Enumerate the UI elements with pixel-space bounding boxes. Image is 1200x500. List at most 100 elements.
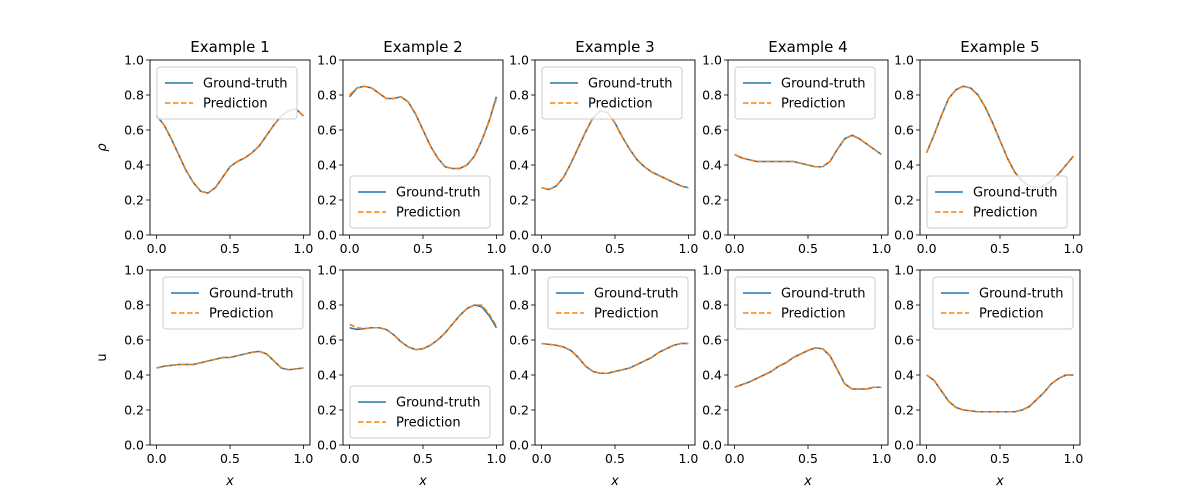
legend: Ground-truth Prediction — [162, 276, 304, 330]
x-tick-label: 1.0 — [1063, 451, 1083, 466]
x-tick-label: 0.0 — [147, 241, 167, 256]
y-tick-label: 0.4 — [894, 368, 914, 383]
x-tick-label: 0.0 — [725, 241, 745, 256]
y-tick-label: 1.0 — [702, 263, 722, 278]
y-tick-label: 0.2 — [509, 193, 529, 208]
y-tick-label: 1.0 — [894, 263, 914, 278]
legend: Ground-truth Prediction — [734, 276, 876, 330]
y-tick-label: 1.0 — [124, 263, 144, 278]
y-tick-label: 0.0 — [124, 438, 144, 453]
y-tick-label: 0.8 — [509, 298, 529, 313]
y-tick-label: 0.4 — [124, 368, 144, 383]
x-axis-label: x — [225, 474, 234, 489]
y-tick-label: 0.8 — [124, 88, 144, 103]
y-axis-label: u — [95, 353, 110, 361]
y-tick-label: 0.2 — [894, 403, 914, 418]
y-tick-label: 0.2 — [317, 193, 337, 208]
legend-label-prediction: Prediction — [396, 206, 461, 221]
y-tick-label: 0.8 — [894, 88, 914, 103]
y-tick-label: 0.6 — [317, 333, 337, 348]
y-tick-label: 0.2 — [702, 193, 722, 208]
legend-box — [349, 175, 491, 229]
legend-box — [349, 385, 491, 439]
legend: Ground-truth Prediction — [734, 66, 876, 120]
legend-label-ground-truth: Ground-truth — [973, 186, 1058, 201]
legend-label-prediction: Prediction — [973, 206, 1038, 221]
y-tick-label: 0.6 — [124, 333, 144, 348]
axes-frame — [727, 269, 889, 446]
x-tick-label: 1.0 — [1063, 241, 1083, 256]
prediction-line — [156, 350, 304, 371]
x-tick-label: 0.5 — [798, 241, 818, 256]
legend-box — [541, 66, 683, 120]
subplot: 0.0 0.2 0.4 0.6 0.8 1.0 0.0 0.5 1.0 x Ground-truth… — [702, 263, 891, 490]
x-tick-label: 0.5 — [413, 451, 433, 466]
y-tick-label: 0.8 — [124, 298, 144, 313]
y-tick-label: 0.4 — [894, 158, 914, 173]
legend-label-prediction: Prediction — [781, 97, 846, 112]
y-tick-label: 0.0 — [894, 438, 914, 453]
y-tick-label: 0.0 — [317, 438, 337, 453]
y-tick-label: 0.4 — [317, 368, 337, 383]
x-axis-label: x — [610, 474, 619, 489]
x-tick-label: 0.0 — [917, 451, 937, 466]
legend-label-ground-truth: Ground-truth — [781, 287, 866, 302]
legend: Ground-truth Prediction — [349, 175, 491, 229]
subplot: Example 5 0.0 0.2 0.4 0.6 0.8 1.0 0.0 0.5 1.0 Grou… — [894, 38, 1083, 256]
legend-box — [926, 175, 1068, 229]
x-tick-label: 0.0 — [340, 451, 360, 466]
axes-frame — [342, 269, 504, 446]
y-tick-label: 0.6 — [509, 123, 529, 138]
legend-label-ground-truth: Ground-truth — [396, 186, 481, 201]
y-tick-label: 0.4 — [317, 158, 337, 173]
legend-label-prediction: Prediction — [203, 97, 268, 112]
legend-box — [547, 276, 689, 330]
subplot-title: Example 1 — [190, 38, 269, 56]
axes-frame — [534, 59, 696, 236]
subplot-title: Example 5 — [960, 38, 1039, 56]
y-tick-label: 0.0 — [894, 228, 914, 243]
y-tick-label: 0.0 — [509, 228, 529, 243]
x-tick-label: 0.5 — [220, 241, 240, 256]
x-tick-label: 0.0 — [147, 451, 167, 466]
x-tick-label: 1.0 — [678, 451, 698, 466]
subplot: 0.0 0.2 0.4 0.6 0.8 1.0 0.0 0.5 1.0 x u Ground-trut… — [95, 263, 313, 490]
legend: Ground-truth Prediction — [932, 276, 1074, 330]
legend-box — [156, 66, 298, 120]
y-tick-label: 0.8 — [509, 88, 529, 103]
axes-frame — [342, 59, 504, 236]
y-axis-label: ρ — [95, 143, 110, 152]
x-tick-label: 1.0 — [486, 241, 506, 256]
x-tick-label: 0.5 — [990, 241, 1010, 256]
legend-box — [734, 276, 876, 330]
legend: Ground-truth Prediction — [547, 276, 689, 330]
prediction-line — [349, 85, 498, 170]
axes-frame — [149, 269, 311, 446]
subplot: 0.0 0.2 0.4 0.6 0.8 1.0 0.0 0.5 1.0 x Ground-truth… — [894, 263, 1083, 490]
axes-frame — [727, 59, 889, 236]
y-tick-label: 0.4 — [509, 158, 529, 173]
legend: Ground-truth Prediction — [156, 66, 298, 120]
y-tick-label: 0.8 — [702, 88, 722, 103]
legend-label-ground-truth: Ground-truth — [594, 287, 679, 302]
prediction-line — [734, 134, 882, 168]
y-tick-label: 0.6 — [702, 333, 722, 348]
y-tick-label: 0.6 — [894, 333, 914, 348]
y-tick-label: 0.2 — [894, 193, 914, 208]
x-tick-label: 1.0 — [293, 451, 313, 466]
y-tick-label: 1.0 — [317, 53, 337, 68]
subplot: Example 2 0.0 0.2 0.4 0.6 0.8 1.0 0.0 0.5 1.0 Grou… — [317, 38, 506, 256]
x-tick-label: 0.5 — [413, 241, 433, 256]
x-tick-label: 1.0 — [871, 241, 891, 256]
subplot-grid: Example 10.00.20.40.60.81.00.0 0.5 1.0ρGro… — [95, 38, 1083, 489]
subplot: Example 3 0.0 0.2 0.4 0.6 0.8 1.0 0.0 0.5 1.0 Grou… — [509, 38, 698, 256]
x-tick-label: 0.0 — [917, 241, 937, 256]
y-tick-label: 0.2 — [317, 403, 337, 418]
x-axis-label: x — [995, 474, 1004, 489]
subplot: 0.0 0.2 0.4 0.6 0.8 1.0 0.0 0.5 1.0 x Ground-truth… — [317, 263, 506, 490]
x-tick-label: 1.0 — [486, 451, 506, 466]
y-tick-label: 0.6 — [509, 333, 529, 348]
legend-label-ground-truth: Ground-truth — [979, 287, 1064, 302]
x-tick-label: 1.0 — [293, 241, 313, 256]
legend-label-prediction: Prediction — [594, 307, 659, 322]
